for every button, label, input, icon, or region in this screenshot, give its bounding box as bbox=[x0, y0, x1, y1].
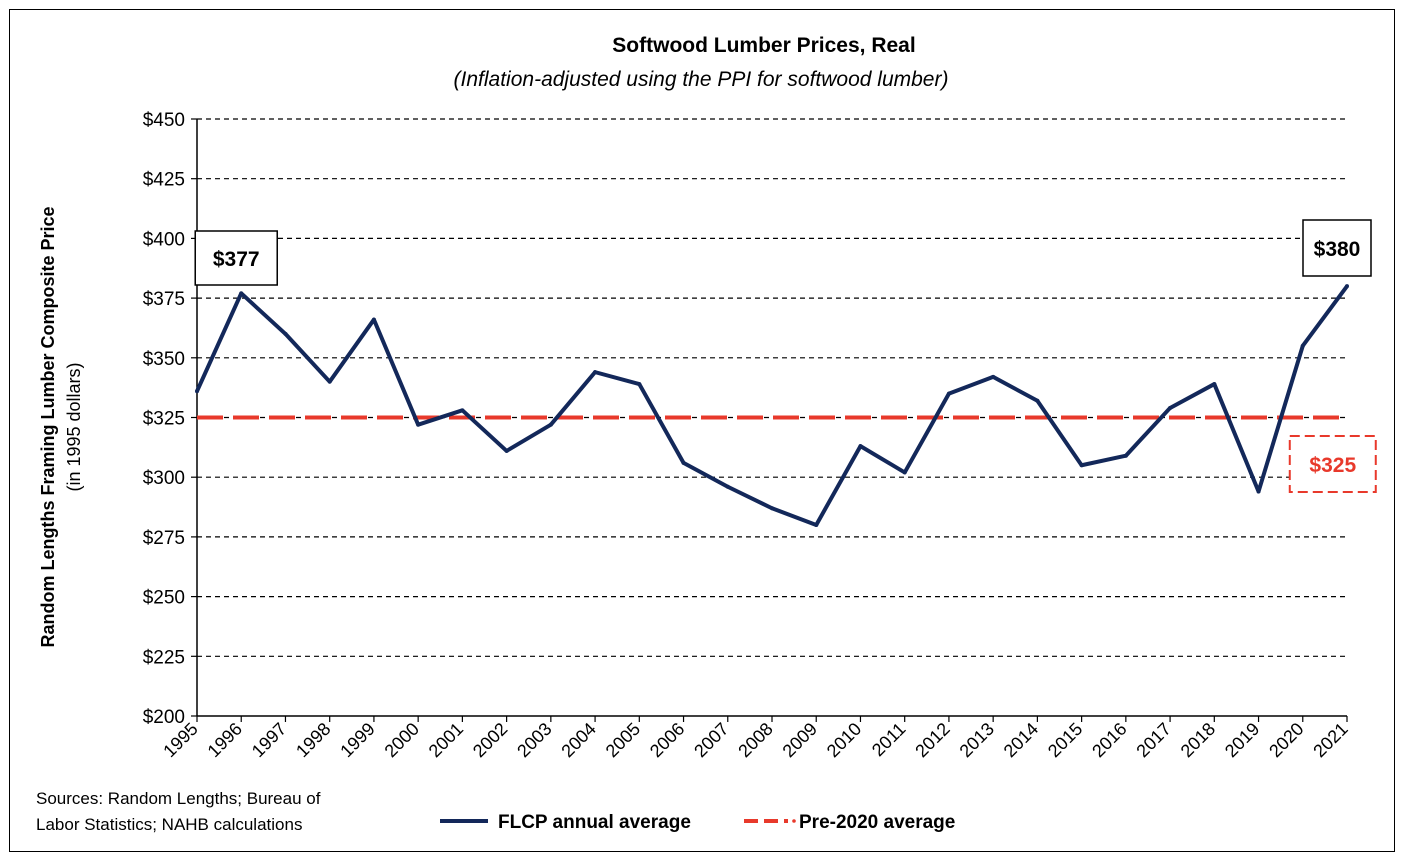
series-point-flcp bbox=[725, 484, 730, 489]
y-axis-label: Random Lengths Framing Lumber Composite … bbox=[38, 206, 58, 647]
series-point-flcp bbox=[239, 291, 244, 296]
annotation-box bbox=[194, 230, 278, 286]
series-point-flcp bbox=[327, 379, 332, 384]
chart-title: Softwood Lumber Prices, Real bbox=[612, 34, 915, 57]
series-point-flcp bbox=[1168, 405, 1173, 410]
annotations: $377 $380 $325 bbox=[194, 219, 1377, 493]
series-point-flcp bbox=[1300, 343, 1305, 348]
series-point-flcp bbox=[460, 408, 465, 413]
y-tick-label: $200 bbox=[143, 707, 185, 728]
x-tick-label: 1998 bbox=[292, 719, 334, 761]
series-point-flcp bbox=[770, 506, 774, 511]
x-tick-label: 1996 bbox=[204, 719, 246, 761]
x-tick-label: 2003 bbox=[513, 719, 555, 761]
y-axis-ticks: $200 $225 $250 $275 $300 $325 $350 $375 $400 $425… bbox=[143, 110, 197, 728]
series-point-flcp bbox=[1079, 463, 1084, 468]
y-tick-label: $225 bbox=[143, 647, 185, 668]
series-point-flcp bbox=[371, 317, 376, 322]
series-point-flcp bbox=[991, 374, 996, 379]
y-tick-label: $300 bbox=[143, 468, 185, 489]
series-point-flcp bbox=[504, 448, 509, 453]
series-point-flcp bbox=[681, 460, 686, 465]
x-tick-label: 2016 bbox=[1088, 719, 1130, 761]
x-tick-label: 2013 bbox=[956, 719, 998, 761]
x-axis-ticks: 1995 1996 1997 1998 1999 2000 2001 2002 2003 2004… bbox=[159, 716, 1352, 761]
chart-svg: Softwood Lumber Prices, Real (Inflation-… bbox=[36, 34, 1377, 834]
legend: FLCP annual average Pre-2020 average bbox=[440, 812, 955, 833]
x-tick-label: 2021 bbox=[1309, 719, 1351, 761]
series-point-flcp bbox=[283, 331, 288, 336]
y-tick-label: $425 bbox=[143, 170, 185, 191]
series-point-flcp bbox=[946, 391, 951, 396]
series-point-flcp bbox=[1345, 284, 1349, 289]
series-point-flcp bbox=[1256, 489, 1261, 494]
x-tick-label: 2009 bbox=[779, 719, 821, 761]
x-tick-label: 2007 bbox=[690, 719, 732, 761]
y-tick-label: $350 bbox=[143, 349, 185, 370]
x-tick-label: 2012 bbox=[911, 719, 953, 761]
series-point-flcp bbox=[814, 522, 819, 527]
series-line-flcp bbox=[195, 284, 1349, 527]
gridlines bbox=[197, 118, 1347, 657]
annotation-box bbox=[1288, 435, 1377, 493]
series-point-flcp bbox=[858, 444, 863, 449]
annotation-label: $380 bbox=[1314, 238, 1361, 261]
y-tick-label: $450 bbox=[143, 110, 185, 131]
x-tick-label: 2001 bbox=[425, 719, 467, 761]
series-group bbox=[195, 284, 1349, 527]
series-point-flcp bbox=[1035, 398, 1040, 403]
series-point-flcp bbox=[548, 422, 553, 427]
x-tick-label: 2010 bbox=[823, 719, 865, 761]
series-point-flcp bbox=[637, 382, 642, 387]
chart-subtitle: (Inflation-adjusted using the PPI for so… bbox=[454, 68, 949, 91]
y-tick-label: $325 bbox=[143, 409, 185, 430]
y-tick-label: $375 bbox=[143, 289, 185, 310]
x-tick-label: 2004 bbox=[557, 719, 599, 761]
legend-label-avg: Pre-2020 average bbox=[799, 812, 955, 833]
series-point-flcp bbox=[195, 389, 199, 394]
annotation-label: $325 bbox=[1309, 454, 1356, 477]
series-point-flcp bbox=[902, 470, 907, 475]
x-tick-label: 1997 bbox=[248, 719, 290, 761]
y-axis-sublabel: (in 1995 dollars) bbox=[64, 362, 84, 491]
x-tick-label: 2002 bbox=[469, 719, 511, 761]
x-tick-label: 1999 bbox=[336, 719, 378, 761]
y-tick-label: $250 bbox=[143, 588, 185, 609]
source-line-1: Sources: Random Lengths; Bureau of bbox=[36, 789, 321, 808]
x-tick-label: 2020 bbox=[1265, 719, 1307, 761]
x-tick-label: 2006 bbox=[646, 719, 688, 761]
y-tick-label: $275 bbox=[143, 528, 185, 549]
chart-frame: Softwood Lumber Prices, Real (Inflation-… bbox=[9, 9, 1395, 852]
source-line-2: Labor Statistics; NAHB calculations bbox=[36, 815, 302, 834]
legend-dot-avg bbox=[792, 819, 796, 823]
series-point-flcp bbox=[1212, 382, 1217, 387]
x-tick-label: 2008 bbox=[734, 719, 776, 761]
series-point-flcp bbox=[416, 422, 421, 427]
x-tick-label: 2000 bbox=[381, 719, 423, 761]
x-tick-label: 2014 bbox=[1000, 719, 1042, 761]
series-point-flcp bbox=[593, 370, 598, 375]
legend-label-flcp: FLCP annual average bbox=[498, 812, 691, 833]
x-tick-label: 2018 bbox=[1177, 719, 1219, 761]
annotation-label: $377 bbox=[213, 248, 260, 271]
x-tick-label: 2017 bbox=[1132, 719, 1174, 761]
series-point-flcp bbox=[1123, 453, 1128, 458]
annotation-box bbox=[1302, 219, 1372, 277]
x-tick-label: 2019 bbox=[1221, 719, 1263, 761]
x-tick-label: 2015 bbox=[1044, 719, 1086, 761]
x-tick-label: 2005 bbox=[602, 719, 644, 761]
x-tick-label: 2011 bbox=[868, 719, 910, 761]
y-tick-label: $400 bbox=[143, 229, 185, 250]
